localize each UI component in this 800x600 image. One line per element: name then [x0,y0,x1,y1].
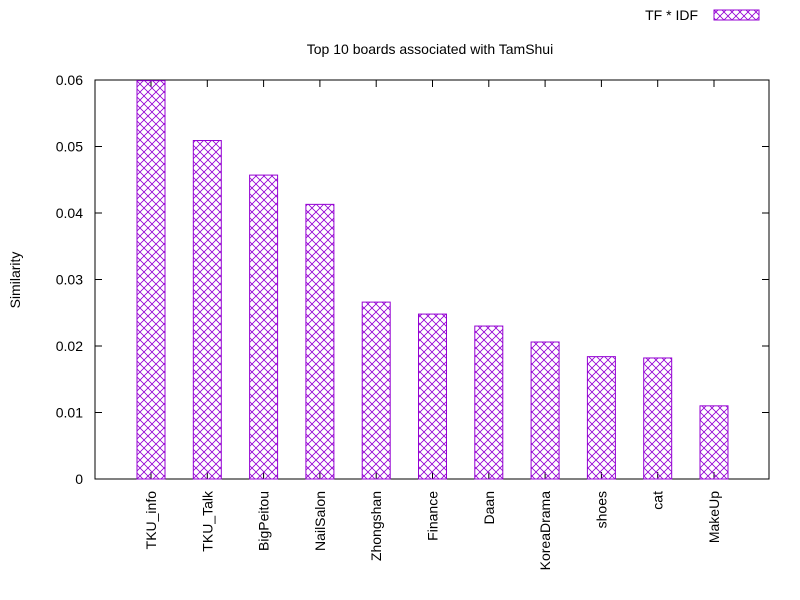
bar-TKU_Talk [192,140,222,480]
bars-group [136,80,729,480]
bar-KoreaDrama [530,341,560,480]
y-axis-label: Similarity [7,252,23,309]
bar-BigPeitou [249,174,279,480]
x-tick-label: Finance [425,491,441,541]
x-axis: TKU_info TKU_Talk BigPeitou NailSalon Zhongs… [143,80,722,570]
x-tick-label: TKU_Talk [199,490,215,552]
bar-cat [643,357,673,480]
x-tick-label: KoreaDrama [537,491,553,571]
x-tick-label: shoes [593,491,609,528]
x-tick-label: Daan [481,491,497,524]
y-tick-label: 0.03 [56,272,83,288]
bar-NailSalon [305,203,335,480]
legend-swatch [713,9,760,21]
x-tick-label: TKU_info [143,491,159,550]
x-tick-label: MakeUp [706,491,722,543]
chart-title: Top 10 boards associated with TamShui [307,41,553,57]
bar-Zhongshan [361,301,391,480]
y-tick-label: 0.06 [56,72,83,88]
bar-shoes [586,356,616,480]
bar-MakeUp [699,405,729,480]
bar-TKU_info [136,80,166,480]
y-axis: 0 0.01 0.02 0.03 0.04 0.05 0.06 [56,72,769,487]
y-tick-label: 0 [75,471,83,487]
bar-Daan [474,325,504,480]
bar-Finance [418,313,447,480]
legend: TF * IDF [645,7,760,23]
legend-label: TF * IDF [645,7,698,23]
x-tick-label: Zhongshan [368,491,384,561]
y-tick-label: 0.05 [56,139,83,155]
y-tick-label: 0.04 [56,205,83,221]
y-tick-label: 0.01 [56,405,83,421]
x-tick-label: cat [650,491,666,510]
x-tick-label: BigPeitou [256,491,272,551]
x-tick-label: NailSalon [312,491,328,551]
y-tick-label: 0.02 [56,338,83,354]
